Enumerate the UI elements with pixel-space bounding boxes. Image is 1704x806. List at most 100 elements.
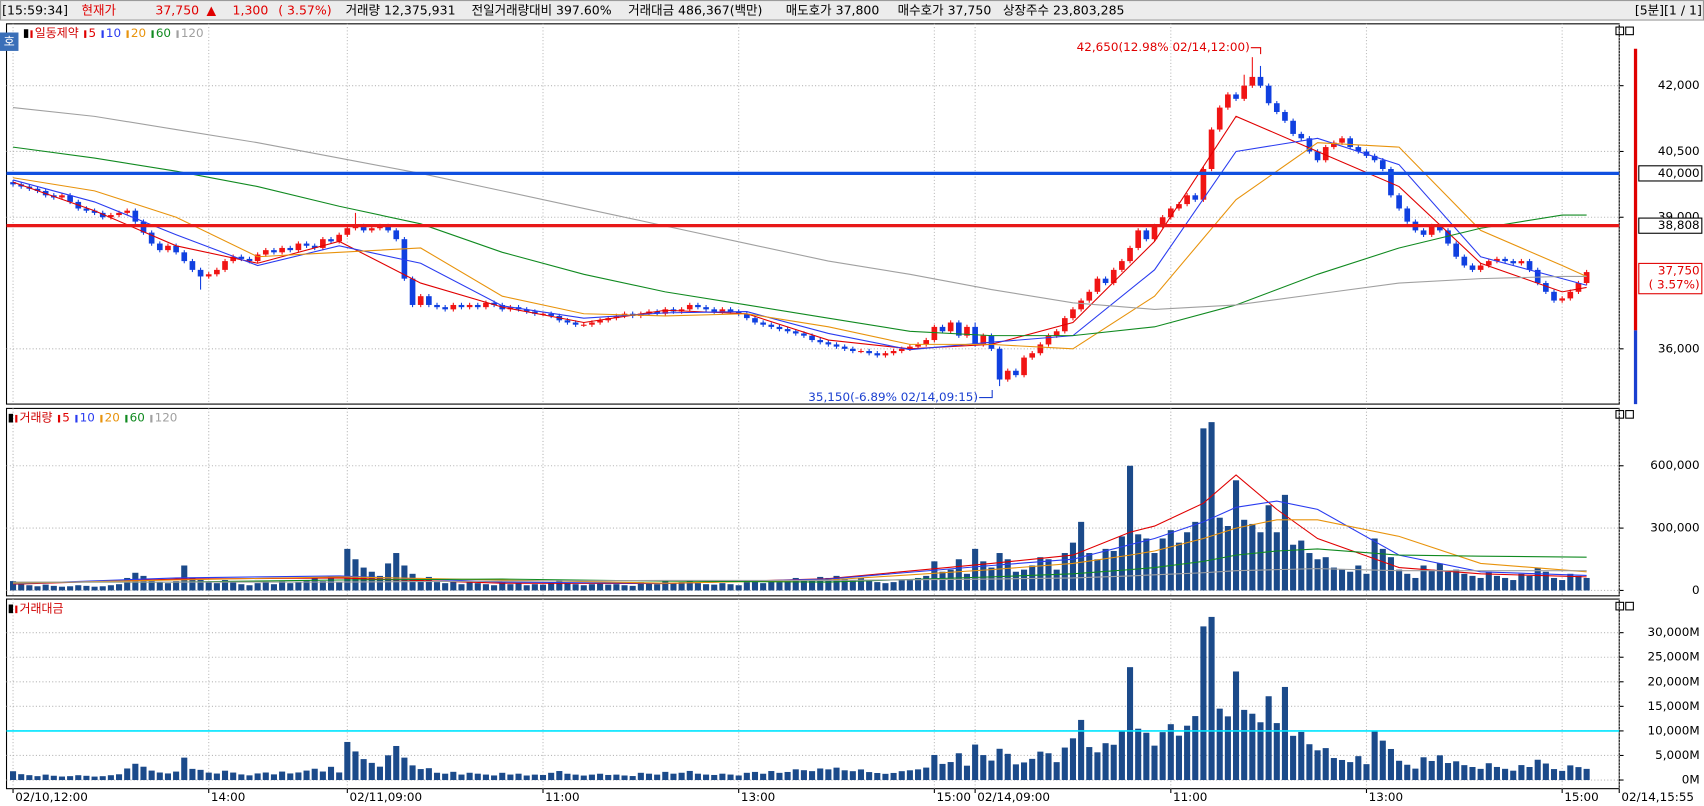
bar	[743, 772, 750, 781]
bar	[947, 569, 954, 591]
legend-icon	[23, 29, 29, 38]
candle-body	[287, 247, 294, 251]
bar	[181, 757, 188, 781]
candle-body	[1494, 258, 1500, 262]
bar	[360, 759, 367, 781]
candle-body	[931, 326, 938, 341]
candle-body	[784, 329, 791, 332]
legend-label: 120	[155, 411, 178, 425]
bar	[1208, 422, 1215, 591]
legend-icon	[8, 604, 14, 614]
bar	[433, 582, 441, 591]
bar	[882, 583, 889, 591]
candle-body	[1045, 335, 1052, 345]
bar	[751, 581, 759, 591]
candle-body	[385, 226, 391, 231]
bar	[336, 582, 343, 591]
bar	[1396, 760, 1403, 781]
bar	[1322, 557, 1329, 591]
bar	[507, 584, 514, 591]
legend-label: 10	[80, 411, 95, 425]
bar	[385, 563, 392, 591]
legend-marker	[126, 30, 129, 38]
bar	[1559, 580, 1566, 591]
candle-body	[898, 348, 905, 352]
bar	[572, 774, 579, 781]
candle-body	[336, 234, 342, 242]
panel-icon[interactable]	[1615, 410, 1625, 419]
candle-body	[1004, 370, 1011, 380]
bar	[42, 774, 49, 781]
candle-body	[205, 274, 212, 277]
panel-icon[interactable]	[1625, 601, 1634, 611]
bar	[254, 773, 261, 781]
x-tick-label: 13:00	[1369, 790, 1403, 804]
y-tick-label: 40,500	[1658, 144, 1700, 158]
bar	[1281, 686, 1288, 781]
candle-body	[1339, 138, 1345, 143]
bar	[825, 577, 832, 591]
header-page[interactable]: [5분][1 / 1]	[1635, 2, 1702, 17]
panel-icon[interactable]	[1625, 410, 1634, 419]
bar	[996, 553, 1003, 591]
panel-icon[interactable]	[1625, 26, 1634, 36]
candle-body	[1543, 283, 1549, 292]
candle-body	[1502, 258, 1508, 262]
bar	[18, 774, 25, 781]
bar	[1347, 762, 1354, 781]
bar	[1583, 768, 1590, 781]
bar	[1167, 724, 1174, 781]
bar	[1135, 728, 1142, 781]
candle-body	[980, 335, 987, 345]
bar	[376, 575, 383, 591]
candle-body	[735, 311, 742, 314]
candle-body	[1241, 85, 1248, 99]
legend-icon	[8, 413, 14, 423]
bar	[931, 561, 938, 591]
candle-body	[132, 210, 139, 222]
bar	[1355, 565, 1362, 591]
bar	[1021, 569, 1028, 591]
bar	[1200, 428, 1207, 591]
candle-body	[434, 304, 440, 308]
panel-icon[interactable]	[1615, 601, 1625, 611]
bar	[1224, 526, 1231, 591]
candle-body	[532, 311, 538, 314]
bar	[18, 584, 25, 591]
candle-body	[181, 252, 188, 262]
bar	[670, 583, 677, 591]
bar	[1567, 573, 1574, 591]
bar	[1257, 722, 1264, 781]
panel-button-label[interactable]: 호	[4, 35, 15, 49]
candle-body	[344, 228, 351, 235]
panel-button[interactable]	[0, 32, 19, 51]
bar	[107, 775, 114, 781]
bar	[1012, 764, 1019, 781]
bar	[466, 582, 473, 591]
panel-icon[interactable]	[1615, 26, 1625, 36]
candle-body	[719, 309, 726, 312]
candle-body	[744, 313, 750, 319]
bar	[588, 584, 595, 591]
bar	[874, 772, 881, 781]
bar	[1012, 571, 1019, 591]
bar	[613, 774, 620, 781]
bar	[743, 582, 750, 591]
bar	[352, 559, 359, 591]
bar	[866, 581, 873, 591]
candle-body	[792, 331, 799, 334]
bar	[1094, 752, 1101, 781]
legend-marker	[151, 30, 154, 38]
reference-label-box	[1638, 165, 1703, 182]
legend-label: 120	[181, 26, 204, 40]
bar	[1485, 763, 1492, 781]
bar	[1428, 569, 1435, 591]
bar	[931, 754, 938, 781]
bar	[963, 573, 971, 591]
bar	[1159, 538, 1166, 591]
candle-body	[328, 239, 334, 242]
bar	[164, 773, 171, 781]
bar	[694, 583, 701, 591]
legend-marker	[15, 414, 18, 423]
legend-title: 거래대금	[20, 601, 64, 615]
